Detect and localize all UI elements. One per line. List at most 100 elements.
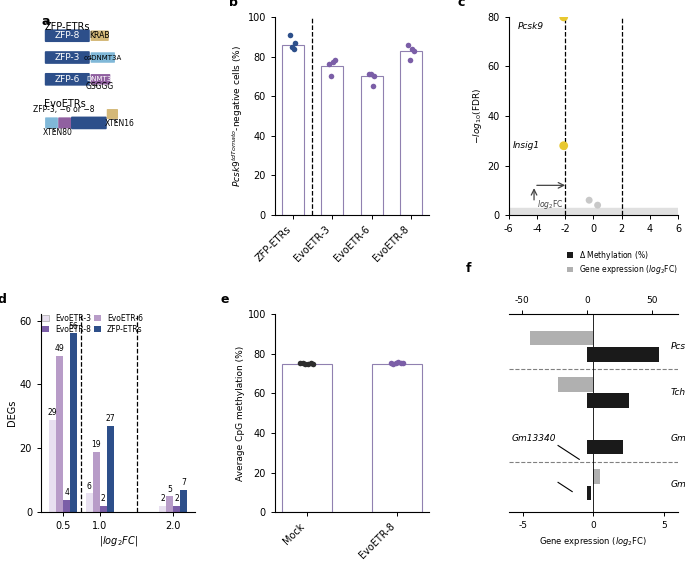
Text: Insig1: Insig1: [512, 141, 540, 150]
Text: Pcsk9: Pcsk9: [518, 23, 544, 32]
Text: d: d: [0, 293, 7, 306]
Y-axis label: $-log_{10}$(FDR): $-log_{10}$(FDR): [471, 88, 484, 144]
Bar: [173, 506, 180, 512]
Point: [305, 359, 316, 368]
Bar: [587, 486, 590, 501]
Point: [288, 44, 299, 53]
Point: [290, 38, 301, 47]
Text: Pcsk9: Pcsk9: [671, 342, 685, 351]
Point: [365, 70, 376, 79]
Bar: [558, 377, 593, 392]
Bar: [63, 499, 70, 512]
Point: [308, 359, 319, 368]
Text: 5: 5: [167, 485, 172, 494]
Text: 19: 19: [92, 440, 101, 449]
Bar: [49, 419, 56, 512]
Y-axis label: DEGs: DEGs: [7, 400, 17, 426]
Text: KRAB: KRAB: [90, 31, 110, 40]
Text: XTEN16: XTEN16: [104, 119, 134, 128]
FancyBboxPatch shape: [58, 117, 71, 128]
Y-axis label: $Pcsk9^{tdTomato}$-negative cells (%): $Pcsk9^{tdTomato}$-negative cells (%): [230, 45, 245, 187]
Point: [558, 12, 569, 21]
Text: DNMT3L: DNMT3L: [86, 77, 115, 82]
Text: GSGGG: GSGGG: [86, 82, 114, 91]
Text: Gm13341: Gm13341: [671, 480, 685, 489]
Text: 2: 2: [174, 494, 179, 503]
Legend: $\Delta$ Methylation (%), Gene expression ($log_2$FC): $\Delta$ Methylation (%), Gene expressio…: [566, 249, 677, 276]
Point: [297, 359, 308, 368]
Point: [286, 42, 297, 51]
Text: ZFP-8: ZFP-8: [55, 31, 80, 40]
Text: 6: 6: [87, 481, 92, 490]
Point: [405, 56, 416, 65]
FancyBboxPatch shape: [45, 117, 58, 128]
Bar: [530, 330, 593, 346]
Bar: [587, 394, 629, 408]
X-axis label: Gene expression ($log_2$FC): Gene expression ($log_2$FC): [539, 534, 647, 548]
Point: [393, 358, 404, 367]
Bar: [93, 452, 99, 512]
FancyBboxPatch shape: [45, 73, 90, 86]
FancyBboxPatch shape: [45, 51, 90, 64]
Bar: [166, 497, 173, 512]
Text: ZFP-6: ZFP-6: [55, 75, 80, 84]
Point: [584, 196, 595, 205]
FancyBboxPatch shape: [71, 117, 107, 129]
Text: 29: 29: [48, 408, 58, 417]
FancyBboxPatch shape: [90, 74, 110, 84]
Bar: [86, 493, 92, 512]
Text: e: e: [221, 293, 229, 306]
Bar: [282, 44, 303, 215]
Text: 7: 7: [182, 479, 186, 488]
Point: [367, 82, 378, 91]
Text: f: f: [466, 262, 472, 275]
Text: a: a: [41, 15, 49, 28]
Bar: [400, 51, 422, 215]
Bar: [282, 364, 332, 512]
Y-axis label: Average CpG methylation (%): Average CpG methylation (%): [236, 346, 245, 481]
X-axis label: $|log_2FC|$: $|log_2FC|$: [99, 534, 138, 548]
Bar: [587, 440, 623, 454]
Text: 2: 2: [101, 494, 105, 503]
Point: [398, 359, 409, 368]
Point: [408, 46, 419, 55]
Point: [558, 141, 569, 150]
Bar: [107, 426, 114, 512]
FancyBboxPatch shape: [45, 29, 90, 42]
Bar: [361, 77, 382, 215]
Text: 27: 27: [105, 414, 115, 423]
Text: 2: 2: [160, 494, 165, 503]
Text: c: c: [458, 0, 465, 9]
Point: [300, 360, 311, 369]
Point: [385, 358, 396, 367]
Point: [326, 72, 337, 81]
Point: [407, 44, 418, 53]
Point: [369, 72, 380, 81]
Bar: [180, 490, 187, 512]
FancyBboxPatch shape: [90, 52, 115, 62]
Text: cdDNMT3A: cdDNMT3A: [84, 55, 122, 60]
Text: Gm13340: Gm13340: [671, 434, 685, 443]
FancyBboxPatch shape: [90, 30, 109, 41]
Point: [284, 30, 295, 39]
Text: b: b: [229, 0, 238, 9]
Point: [403, 40, 414, 49]
Text: 56: 56: [68, 322, 79, 331]
Text: Gm13340: Gm13340: [512, 434, 556, 443]
Text: $log_2$FC: $log_2$FC: [537, 198, 563, 211]
Point: [592, 200, 603, 209]
Point: [324, 60, 335, 69]
Bar: [56, 356, 63, 512]
Text: ZFP-ETRs: ZFP-ETRs: [44, 22, 90, 32]
Bar: [321, 66, 343, 215]
Text: Tchh: Tchh: [671, 388, 685, 397]
Bar: [100, 506, 107, 512]
Point: [329, 56, 340, 65]
Text: ZFP-3: ZFP-3: [55, 53, 80, 62]
Bar: [508, 208, 678, 215]
Bar: [593, 469, 601, 484]
Legend: EvoETR-3, EvoETR-8, EvoETR-6, ZFP-ETRs: EvoETR-3, EvoETR-8, EvoETR-6, ZFP-ETRs: [42, 314, 143, 333]
Point: [395, 359, 406, 368]
Text: 49: 49: [55, 344, 64, 353]
FancyBboxPatch shape: [107, 109, 118, 119]
